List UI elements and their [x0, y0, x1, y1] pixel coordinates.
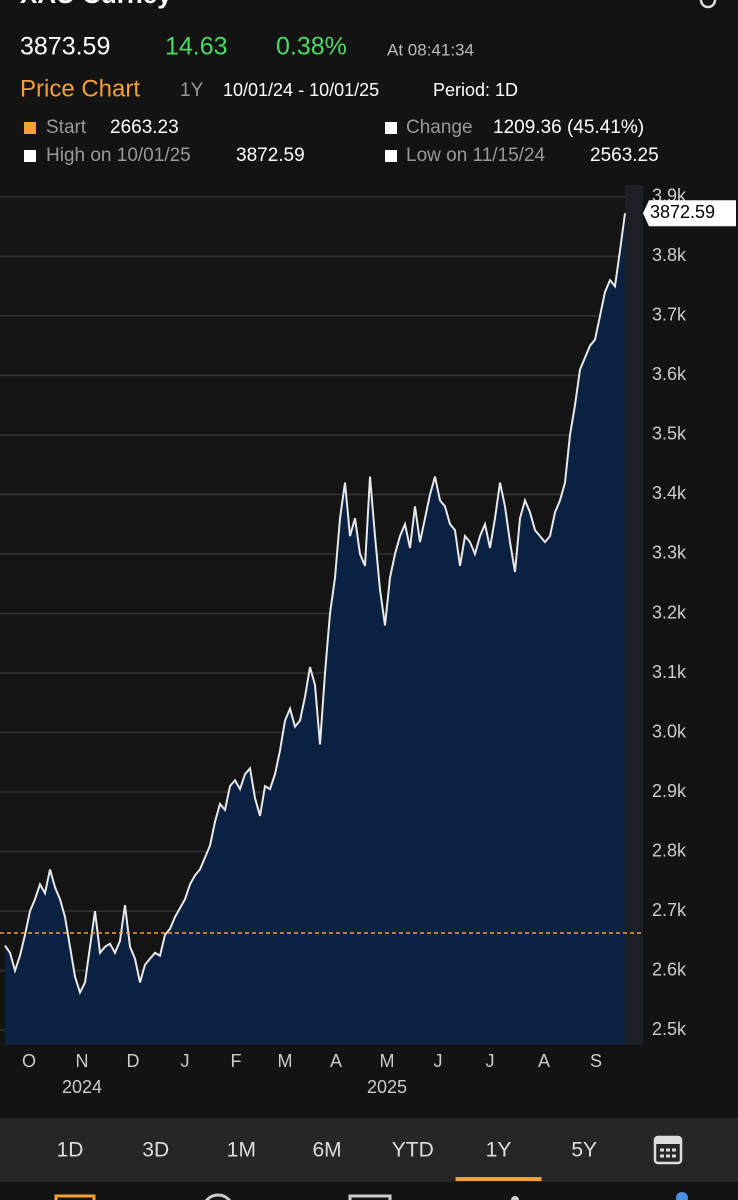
y-tick-label: 2.6k — [652, 959, 687, 979]
period-tab[interactable]: 5Y — [571, 1139, 597, 1162]
y-tick-label: 2.7k — [652, 900, 687, 920]
future-band — [625, 185, 643, 1045]
period-tab[interactable]: 1D — [57, 1139, 84, 1162]
stat-label: Start — [46, 117, 87, 138]
y-tick-label: 2.5k — [652, 1019, 687, 1039]
x-tick-label: D — [127, 1051, 140, 1071]
y-tick-label: 3.7k — [652, 305, 687, 325]
nav-icon[interactable] — [348, 1194, 392, 1200]
x-tick-label: J — [486, 1051, 495, 1071]
price-line — [4, 213, 626, 996]
year-label: 2024 — [62, 1077, 102, 1097]
range: 1Y — [180, 80, 204, 101]
section-title: Price Chart — [20, 75, 140, 102]
bottom-nav — [54, 1192, 688, 1200]
period-tab[interactable]: YTD — [392, 1139, 434, 1162]
nav-icon[interactable] — [54, 1194, 96, 1200]
legend-marker — [24, 122, 36, 134]
year-label: 2025 — [367, 1077, 407, 1097]
y-tick-label: 3.0k — [652, 721, 687, 741]
gear[interactable] — [699, 0, 717, 9]
y-tick-label: 3.6k — [652, 364, 687, 384]
selected-underline — [455, 1177, 542, 1181]
tabs: 1D 3D 1M 6M YTD 1Y 5Y — [57, 1139, 597, 1181]
stat-value: 2663.23 — [110, 117, 179, 138]
period-tab[interactable]: 3D — [142, 1139, 169, 1162]
x-tick-label: F — [231, 1051, 242, 1071]
period-tab[interactable]: 1M — [227, 1139, 256, 1162]
last-value-label: 3872.59 — [650, 202, 715, 222]
net-change: 14.63 — [165, 33, 228, 61]
last-value-flag — [643, 200, 736, 227]
y-tick-label: 3.3k — [652, 543, 687, 563]
y-tick-label: 3.4k — [652, 483, 687, 503]
stat-value: 2563.25 — [590, 145, 659, 166]
calendar-icon[interactable] — [653, 1135, 683, 1165]
x-tick-label: A — [538, 1051, 550, 1071]
y-tick-label: 3.8k — [652, 245, 687, 265]
calendar-days — [660, 1148, 676, 1158]
pct-change: 0.38% — [276, 33, 347, 61]
stat-value: 1209.36 (45.41%) — [493, 117, 644, 138]
x-tick-label: M — [380, 1051, 395, 1071]
stat-label: Low on 11/15/24 — [406, 145, 546, 166]
calendar-top — [655, 1137, 681, 1144]
y-tick-label: 3.5k — [652, 424, 687, 444]
stat-label: Change — [406, 117, 473, 138]
x-tick-label: M — [278, 1051, 293, 1071]
stat-label: High on 10/01/25 — [46, 145, 191, 166]
chart: 2.5k 2.6k 2.7k 2.8k 2.9k 3.0k 3.1k 3.2k 3.3k 3.4k… — [0, 185, 736, 1097]
x-tick-label: J — [181, 1051, 190, 1071]
x-tick-label: A — [330, 1051, 342, 1071]
x-tick-label: O — [22, 1051, 36, 1071]
date-range: 10/01/24 - 10/01/25 — [223, 80, 379, 100]
y-tick-label: 3.2k — [652, 602, 687, 622]
x-tick-label: J — [434, 1051, 443, 1071]
x-tick-label: N — [76, 1051, 89, 1071]
nav-icon[interactable] — [676, 1192, 688, 1200]
stat-value: 3872.59 — [236, 145, 305, 166]
period-tab[interactable]: 1Y — [486, 1139, 512, 1162]
period-tab[interactable]: 6M — [313, 1139, 342, 1162]
nav-icon[interactable] — [203, 1193, 233, 1200]
last-price: 3873.59 — [20, 33, 110, 61]
legend-marker — [385, 122, 397, 134]
x-tick-label: S — [590, 1051, 602, 1071]
y-tick-label: 2.8k — [652, 840, 687, 860]
settings-icon[interactable] — [699, 0, 717, 9]
period: Period: 1D — [433, 80, 518, 100]
security-title: XAU Curncy — [20, 0, 172, 9]
nav-icon[interactable] — [511, 1196, 519, 1200]
y-tick-label: 3.1k — [652, 662, 687, 682]
y-tick-label: 2.9k — [652, 781, 687, 801]
time: At 08:41:34 — [387, 40, 474, 59]
legend-marker — [24, 150, 36, 162]
legend-marker — [385, 150, 397, 162]
tab-bar — [0, 1118, 738, 1182]
area-fill — [5, 213, 625, 1045]
